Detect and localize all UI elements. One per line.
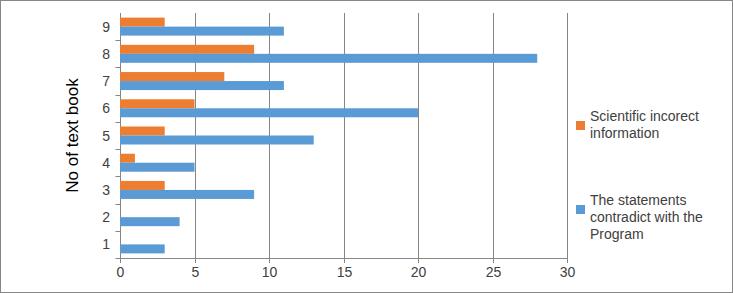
- tick-label: 0: [117, 264, 125, 280]
- bar: [120, 244, 165, 253]
- legend-swatch: [576, 205, 585, 214]
- legend-label: Scientific incorect information: [590, 108, 720, 142]
- category-tick: [116, 204, 121, 205]
- bar: [120, 108, 418, 117]
- chart-wrap: 0 5 10 15 20 25 30 1 2 3 4 5 6 7 8 9 No of text book Scie…: [0, 0, 733, 293]
- bar: [120, 27, 284, 36]
- bar: [120, 163, 195, 172]
- chart-frame: [1, 1, 733, 293]
- bar: [120, 127, 165, 136]
- x-axis-line: [120, 258, 567, 259]
- bars: [120, 18, 537, 254]
- tick-label: 20: [411, 264, 427, 280]
- category-tick: [116, 95, 121, 96]
- bar: [120, 99, 195, 108]
- grid-line: [344, 13, 345, 258]
- grid-line: [493, 13, 494, 258]
- category-labels: 1 2 3 4 5 6 7 8 9: [102, 19, 110, 253]
- chart: 0 5 10 15 20 25 30 1 2 3 4 5 6 7 8 9 No of text book: [0, 0, 733, 293]
- category-label: 6: [102, 100, 110, 116]
- category-tick: [116, 149, 121, 150]
- bar: [120, 235, 121, 244]
- category-label: 8: [102, 46, 110, 62]
- bar: [120, 45, 254, 54]
- legend-swatch: [576, 121, 585, 130]
- bar: [120, 18, 165, 27]
- bar: [120, 136, 314, 145]
- tick-label: 5: [192, 264, 200, 280]
- bar: [120, 208, 121, 217]
- category-tick: [116, 122, 121, 123]
- tick-mark: [567, 258, 568, 263]
- category-label: 1: [102, 236, 110, 252]
- category-tick: [116, 40, 121, 41]
- bar: [120, 190, 254, 199]
- category-label: 3: [102, 182, 110, 198]
- grid-line: [418, 13, 419, 258]
- category-tick: [116, 231, 121, 232]
- category-label: 4: [102, 155, 110, 171]
- category-tick: [116, 67, 121, 68]
- bar: [120, 54, 537, 63]
- bar: [120, 217, 180, 226]
- category-label: 9: [102, 19, 110, 35]
- bar: [120, 181, 165, 190]
- tick-label: 10: [262, 264, 278, 280]
- tick-label: 30: [560, 264, 576, 280]
- axis-title: No of text book: [63, 78, 82, 193]
- bar: [120, 72, 224, 81]
- tick-label: 25: [486, 264, 502, 280]
- category-label: 2: [102, 209, 110, 225]
- legend-label: The statements contradict with the Progr…: [590, 192, 720, 243]
- category-tick: [116, 176, 121, 177]
- tick-label: 15: [337, 264, 353, 280]
- category-tick: [116, 258, 121, 259]
- category-label: 7: [102, 73, 110, 89]
- grid-line: [567, 13, 568, 258]
- bar: [120, 154, 135, 163]
- bar: [120, 81, 284, 90]
- category-label: 5: [102, 128, 110, 144]
